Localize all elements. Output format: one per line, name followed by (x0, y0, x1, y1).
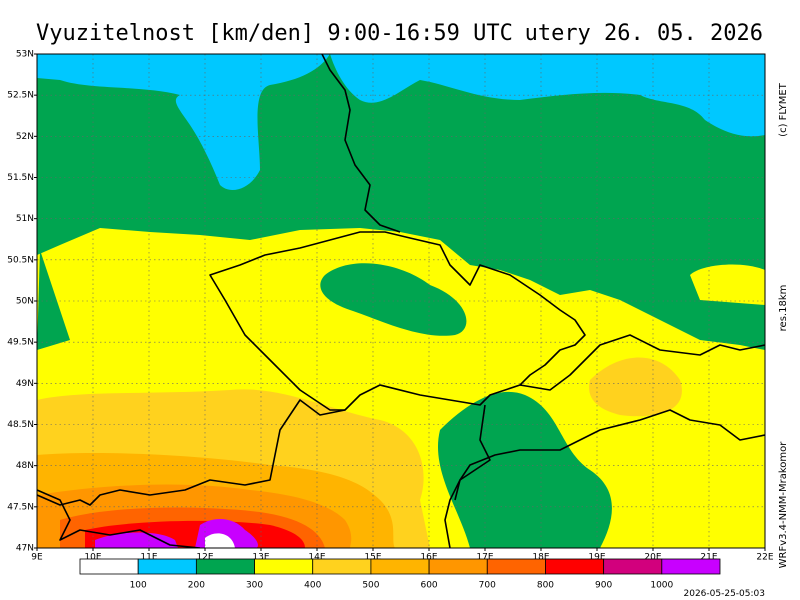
legend-label: 1000 (650, 581, 673, 591)
legend-label: 200 (188, 581, 205, 591)
legend-label: 700 (479, 581, 496, 591)
border-austria (37, 399, 346, 506)
legend-swatch (312, 558, 372, 575)
legend-swatch (661, 558, 721, 575)
map: 9E 10E 11E 12E 13E 14E 15E 16E 17E 18E 19E 20E 21E 22… (7, 50, 774, 563)
legend-swatch (545, 558, 605, 575)
legend-label: 500 (362, 581, 379, 591)
lat-label: 50N (16, 297, 34, 307)
lon-label: 22E (756, 553, 773, 563)
date: utery 26. 05. 2026 (525, 21, 763, 46)
field-lightorange-east (589, 357, 682, 417)
lat-label: 52N (16, 132, 34, 142)
lon-label: 11E (140, 553, 157, 563)
border-hungary (444, 404, 491, 548)
legend-label: 100 (130, 581, 147, 591)
field-green-bohemia (320, 263, 467, 336)
lon-label: 21E (700, 553, 717, 563)
lat-label: 48.5N (7, 420, 34, 430)
axes: 9E 10E 11E 12E 13E 14E 15E 16E 17E 18E 19E 20E 21E 22… (7, 50, 774, 563)
lat-label: 53N (16, 50, 34, 60)
legend-swatch (79, 558, 139, 575)
field-green-south (37, 250, 70, 350)
legend-swatch (137, 558, 197, 575)
legend-swatch (370, 558, 430, 575)
legend-label: 400 (304, 581, 321, 591)
lat-label: 49.5N (7, 338, 34, 348)
grid (37, 54, 765, 548)
lon-label: 19E (588, 553, 605, 563)
lon-label: 18E (532, 553, 549, 563)
legend-swatch (486, 558, 546, 575)
field-cyan-east (330, 54, 765, 137)
lat-label: 52.5N (7, 91, 34, 101)
lon-label: 10E (84, 553, 101, 563)
resolution: res.18km (778, 285, 789, 332)
lat-label: 51N (16, 214, 34, 224)
legend-label: 800 (537, 581, 554, 591)
lon-label: 16E (420, 553, 437, 563)
timestamp: 2026-05-25-05:03 (684, 589, 766, 599)
border-czechia (209, 231, 586, 411)
lon-label: 17E (476, 553, 493, 563)
legend-label: 600 (420, 581, 437, 591)
title: Vyuzitelnost [km/den] 9:00-16:59 UTC (36, 21, 513, 46)
copyright: (c) FLYMET (778, 82, 789, 137)
field-yellow-east (690, 264, 765, 305)
border-switz (37, 489, 201, 548)
border-germany-north (321, 54, 401, 233)
legend-swatch (195, 558, 255, 575)
legend-label: 300 (246, 581, 263, 591)
lon-label: 15E (364, 553, 381, 563)
lat-label: 48N (16, 461, 34, 471)
lon-label: 12E (196, 553, 213, 563)
lon-label: 13E (252, 553, 269, 563)
lon-label: 14E (308, 553, 325, 563)
lon-label: 9E (31, 553, 43, 563)
field-white (205, 533, 235, 548)
lat-label: 51.5N (7, 173, 34, 183)
field (37, 54, 765, 548)
legend: 100 200 300 400 500 600 700 800 900 1000 (79, 558, 721, 591)
legend-label: 900 (595, 581, 612, 591)
lat-label: 50.5N (7, 255, 34, 265)
field-cyan-west (37, 54, 330, 190)
legend-swatch (428, 558, 488, 575)
lat-label: 47.5N (7, 502, 34, 512)
legend-swatch (254, 558, 314, 575)
lon-label: 20E (644, 553, 661, 563)
lat-label: 47N (16, 544, 34, 554)
lat-label: 49N (16, 379, 34, 389)
legend-swatch (603, 558, 663, 575)
model: WRFv3.4-NMM-Mrakomor (778, 441, 789, 569)
border-slovakia (454, 334, 765, 501)
